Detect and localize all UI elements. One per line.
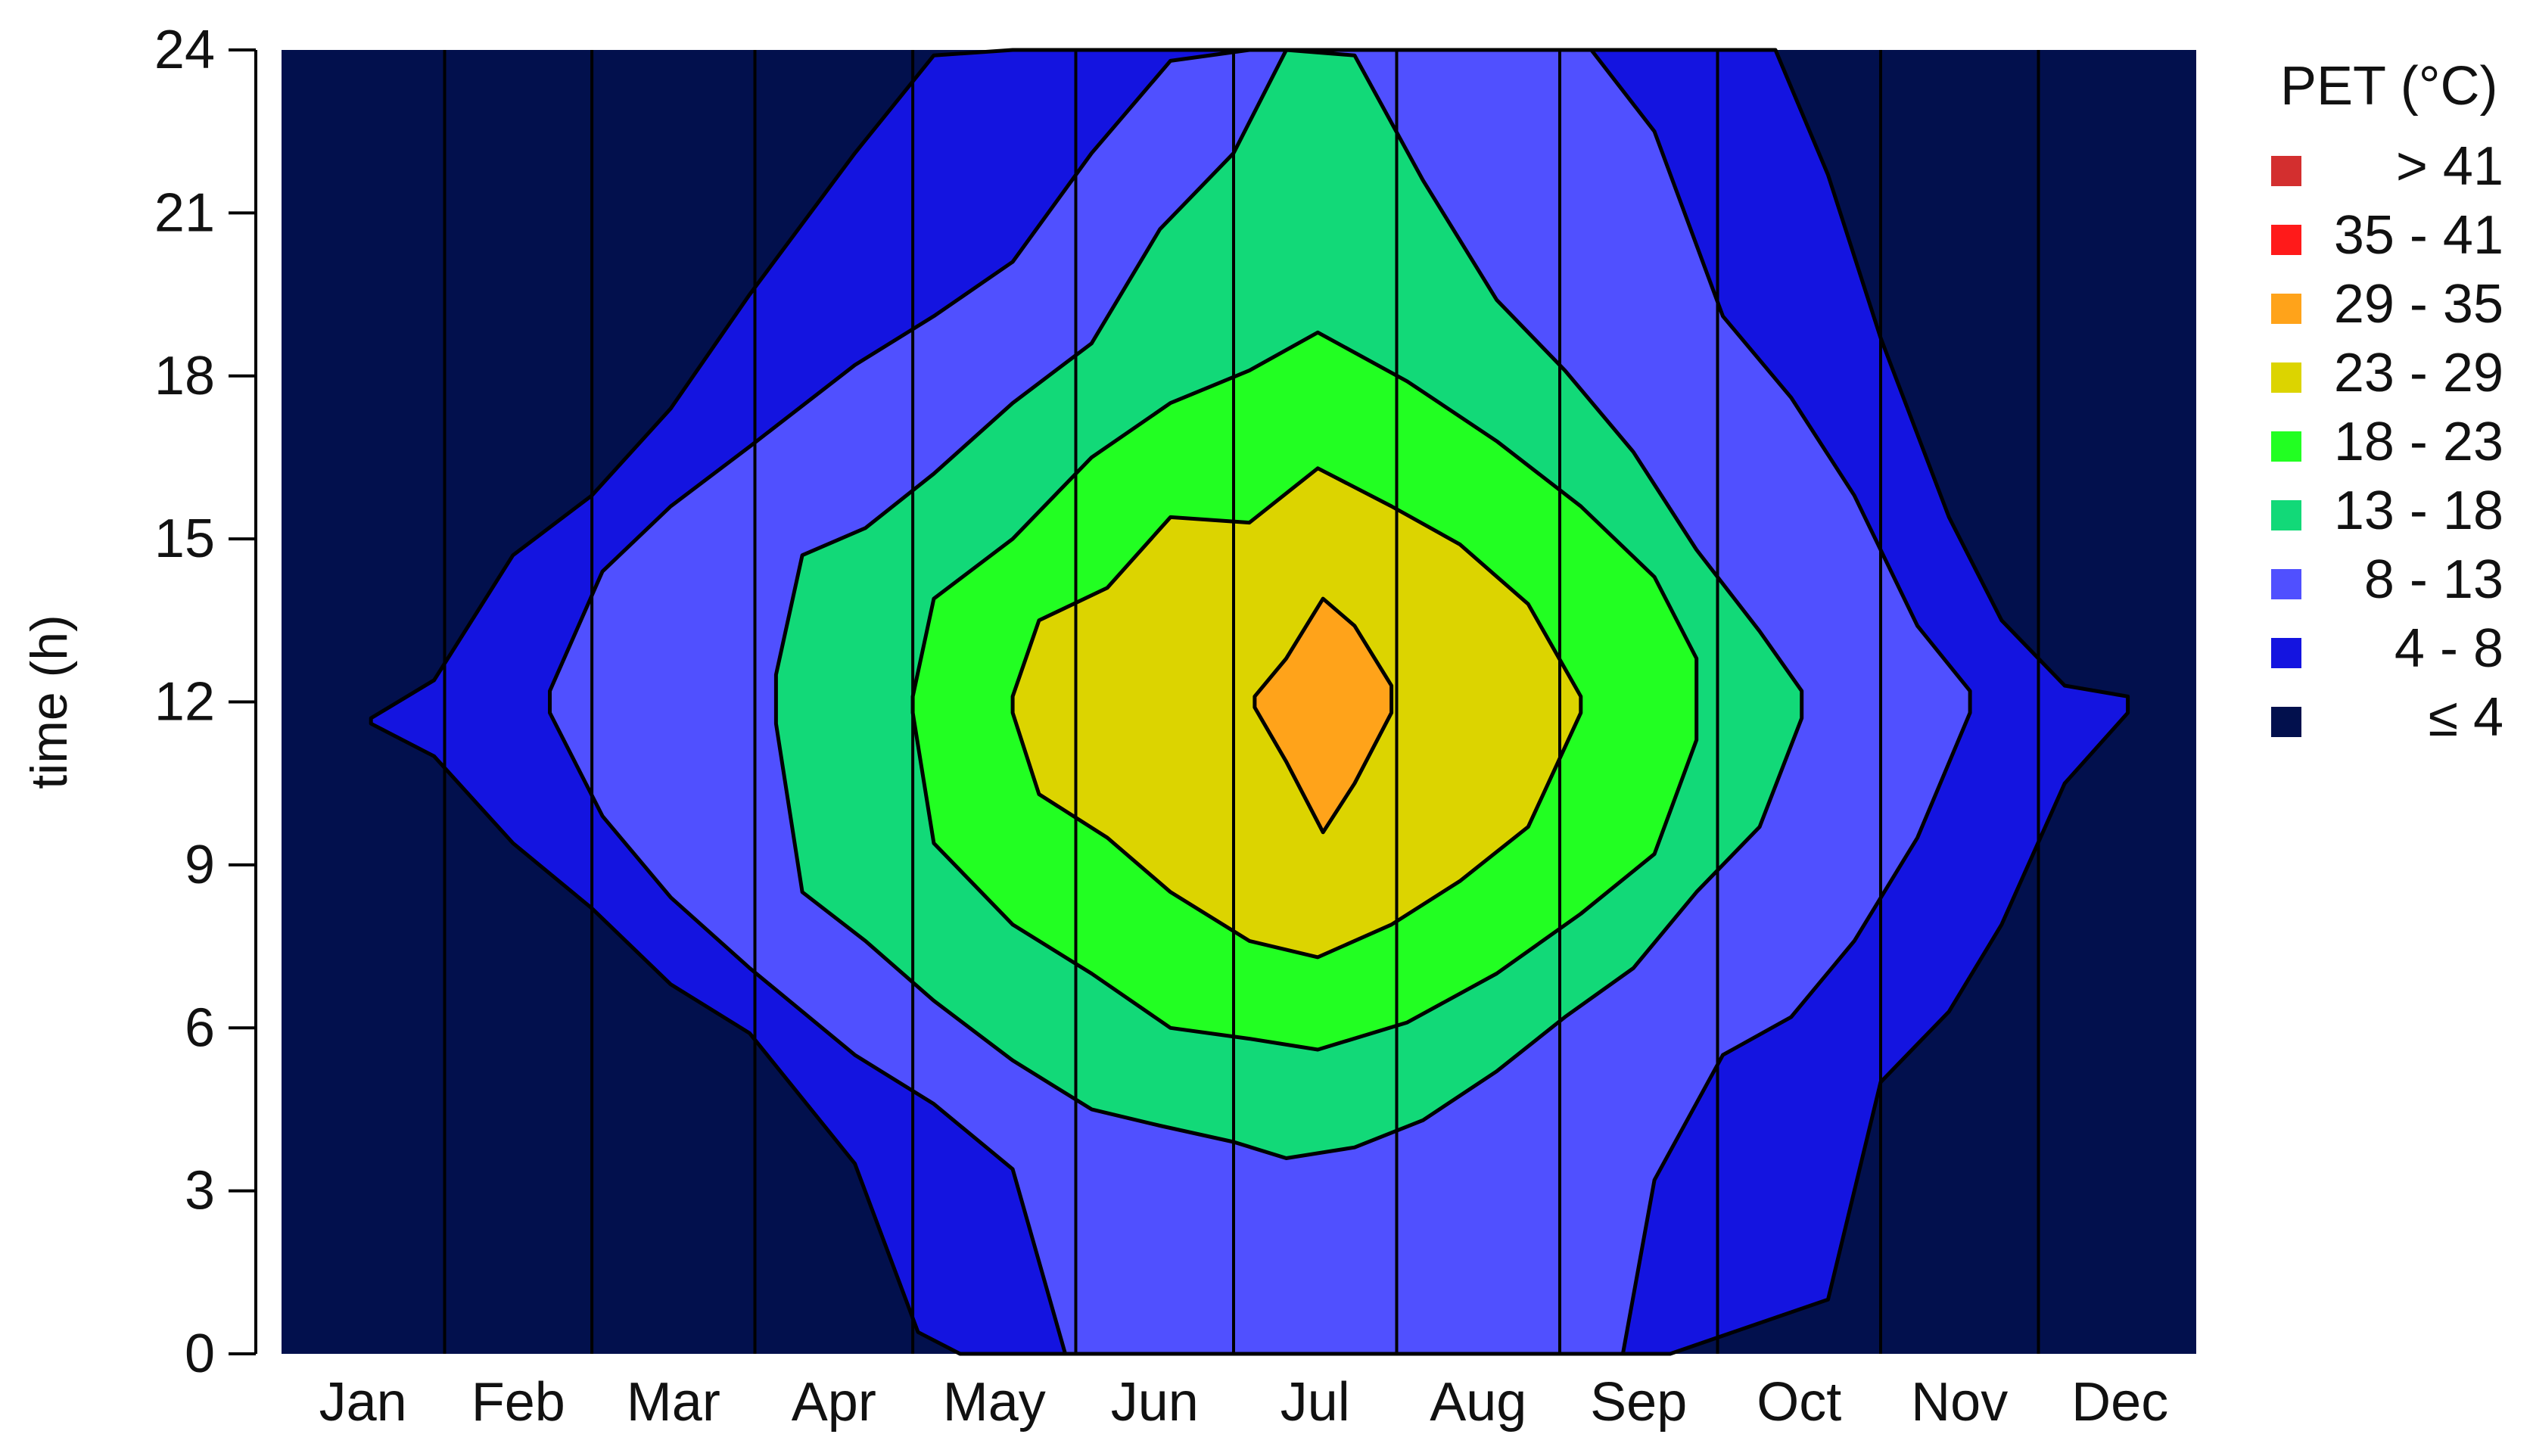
- legend-item-18-23: 18 - 23: [2271, 412, 2503, 472]
- legend-item-23-29: 23 - 29: [2271, 343, 2503, 403]
- y-tick-label-0: 0: [185, 1324, 215, 1384]
- x-tick-label-feb: Feb: [471, 1372, 565, 1433]
- legend-label-13-18: 13 - 18: [2334, 481, 2503, 541]
- x-tick-label-jun: Jun: [1111, 1372, 1199, 1433]
- y-tick-label-12: 12: [154, 672, 215, 733]
- x-tick-label-oct: Oct: [1757, 1372, 1841, 1433]
- legend-swatch-4-8: [2271, 638, 2301, 668]
- legend-item-4-8: 4 - 8: [2271, 618, 2503, 679]
- y-axis-label: time (h): [20, 614, 78, 789]
- y-tick-label-21: 21: [154, 182, 215, 243]
- plot-layer: [282, 48, 2196, 1356]
- legend-swatch-35-41: [2271, 225, 2301, 255]
- legend-label-23-29: 23 - 29: [2334, 343, 2503, 403]
- legend-swatch-29-35: [2271, 294, 2301, 324]
- legend-title: PET (°C): [2280, 56, 2497, 117]
- x-tick-label-mar: Mar: [627, 1372, 720, 1433]
- legend-label-35-41: 35 - 41: [2334, 205, 2503, 266]
- x-tick-label-jul: Jul: [1281, 1372, 1350, 1433]
- contour-29-35: [1252, 596, 1394, 835]
- legend-swatch-41: [2271, 156, 2301, 186]
- x-tick-label-apr: Apr: [792, 1372, 876, 1433]
- y-tick-label-18: 18: [154, 346, 215, 406]
- legend-label-8-13: 8 - 13: [2364, 549, 2503, 610]
- x-tick-label-jan: Jan: [319, 1372, 407, 1433]
- legend-item-41: > 41: [2271, 136, 2503, 197]
- x-tick-label-may: May: [943, 1372, 1046, 1433]
- y-tick-label-15: 15: [154, 509, 215, 569]
- x-tick-label-dec: Dec: [2071, 1372, 2168, 1433]
- y-tick-label-24: 24: [154, 20, 215, 80]
- legend-item-35-41: 35 - 41: [2271, 205, 2503, 266]
- legend-label-4-8: 4 - 8: [2395, 618, 2503, 679]
- legend-label-41: > 41: [2396, 136, 2503, 197]
- legend-swatch-8-13: [2271, 569, 2301, 599]
- legend: PET (°C) > 41 35 - 41 29 - 35 23 - 29 18 - 23…: [2271, 56, 2503, 748]
- x-tick-label-aug: Aug: [1430, 1372, 1526, 1433]
- legend-swatch-13-18: [2271, 500, 2301, 530]
- x-tick-label-nov: Nov: [1911, 1372, 2008, 1433]
- legend-swatch-4: [2271, 707, 2301, 737]
- legend-label-18-23: 18 - 23: [2334, 412, 2503, 472]
- y-tick-label-9: 9: [185, 835, 215, 895]
- legend-label-4: ≤ 4: [2428, 687, 2503, 748]
- legend-item-8-13: 8 - 13: [2271, 549, 2503, 610]
- y-tick-label-3: 3: [185, 1161, 215, 1221]
- legend-item-4: ≤ 4: [2271, 687, 2503, 748]
- legend-item-13-18: 13 - 18: [2271, 481, 2503, 541]
- y-tick-label-6: 6: [185, 997, 215, 1058]
- x-tick-label-sep: Sep: [1590, 1372, 1687, 1433]
- legend-label-29-35: 29 - 35: [2334, 274, 2503, 334]
- legend-swatch-18-23: [2271, 431, 2301, 462]
- legend-swatch-23-29: [2271, 362, 2301, 393]
- axes-layer: Jan Feb Mar Apr May Jun Jul Aug Sep Oct Nov Dec 0 3 6 9…: [20, 20, 2168, 1433]
- legend-item-29-35: 29 - 35: [2271, 274, 2503, 334]
